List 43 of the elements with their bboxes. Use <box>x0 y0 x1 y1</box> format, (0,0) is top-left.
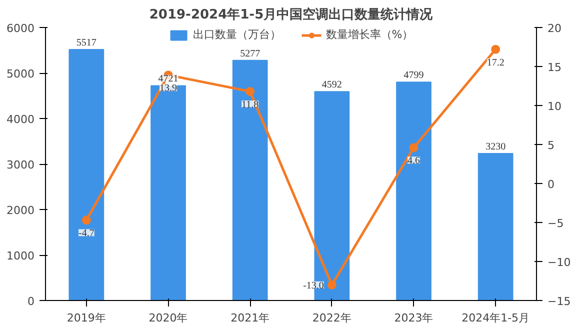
y2-tick-label: 20 <box>548 22 562 35</box>
y-tick-label: 4000 <box>6 113 35 126</box>
data-label: 4799 <box>404 70 424 82</box>
point <box>327 280 336 290</box>
bar <box>478 153 514 300</box>
data-label: -4.7 <box>78 228 94 240</box>
y-tick-label: 1000 <box>6 250 35 262</box>
point <box>491 44 500 54</box>
y2-tick-label: 5 <box>548 139 554 152</box>
y-tick-label: 2000 <box>6 204 35 217</box>
data-label: 5277 <box>240 48 260 60</box>
y2-tick-label: 0 <box>548 178 554 191</box>
data-label: 4592 <box>322 80 342 91</box>
bar <box>150 85 186 300</box>
y2-tick-label: −5 <box>548 217 564 230</box>
bar <box>68 48 104 300</box>
legend-label: 出口数量（万台） <box>192 27 281 42</box>
data-label: 17.2 <box>486 57 504 68</box>
data-label: 3230 <box>486 142 506 153</box>
data-label: -13.0 <box>303 280 324 292</box>
x-tick-label: 2024年1-5月 <box>462 312 530 324</box>
y2-tick-label: −15 <box>548 295 571 308</box>
x-tick-label: 2020年 <box>148 312 188 324</box>
legend-label: 数量增长率（%） <box>326 27 414 42</box>
y-tick-label: 5000 <box>6 68 35 80</box>
data-label: 5517 <box>76 37 96 48</box>
bar <box>232 60 268 300</box>
data-label: 4721 <box>158 74 178 85</box>
x-tick-label: 2023年 <box>394 312 434 324</box>
y2-tick-label: 10 <box>548 100 562 113</box>
x-tick-label: 2019年 <box>66 312 106 324</box>
y-tick-label: 6000 <box>6 22 35 35</box>
point <box>246 86 255 96</box>
y-tick-label: 3000 <box>6 158 35 172</box>
chart-title: 2019-2024年1-5月中国空调出口数量统计情况 <box>149 6 434 22</box>
point <box>82 216 91 225</box>
bar <box>396 82 432 300</box>
y2-tick-label: −10 <box>548 256 571 269</box>
point <box>409 143 418 152</box>
x-tick-label: 2021年 <box>230 312 270 324</box>
y2-tick-label: 15 <box>548 61 562 74</box>
y-tick-label: 0 <box>28 295 34 308</box>
x-tick-label: 2022年 <box>312 312 352 324</box>
